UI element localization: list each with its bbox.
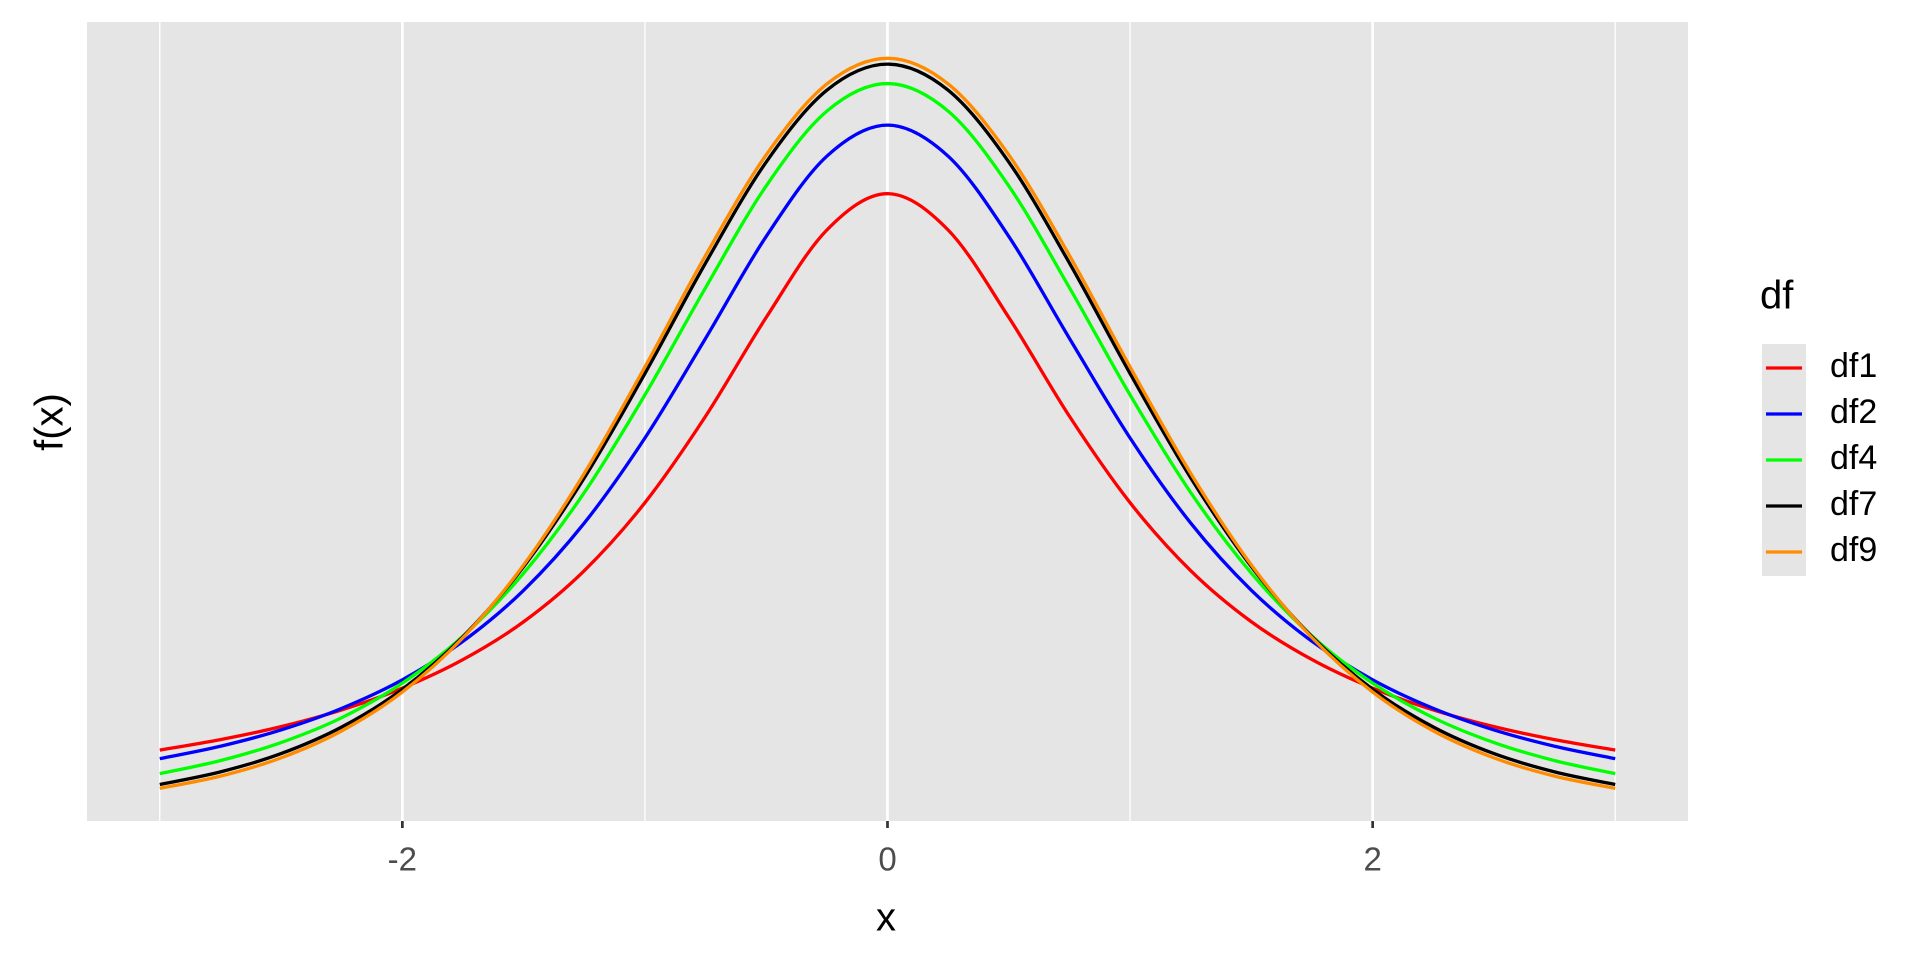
legend-label: df1 [1830,347,1877,385]
legend-title: df [1760,274,1794,318]
y-axis-title: f(x) [28,393,72,451]
legend-label: df7 [1830,485,1877,523]
line-series [159,192,1616,752]
line-series [159,56,1616,790]
x-tick-label: 0 [878,841,896,878]
x-axis-title: x [876,896,896,940]
line-series [159,81,1616,776]
legend-label: df2 [1830,393,1877,431]
x-tick-label: -2 [388,841,417,878]
x-tick-label: 2 [1363,841,1381,878]
legend-label: df9 [1830,531,1877,569]
legend-label: df4 [1830,439,1877,477]
